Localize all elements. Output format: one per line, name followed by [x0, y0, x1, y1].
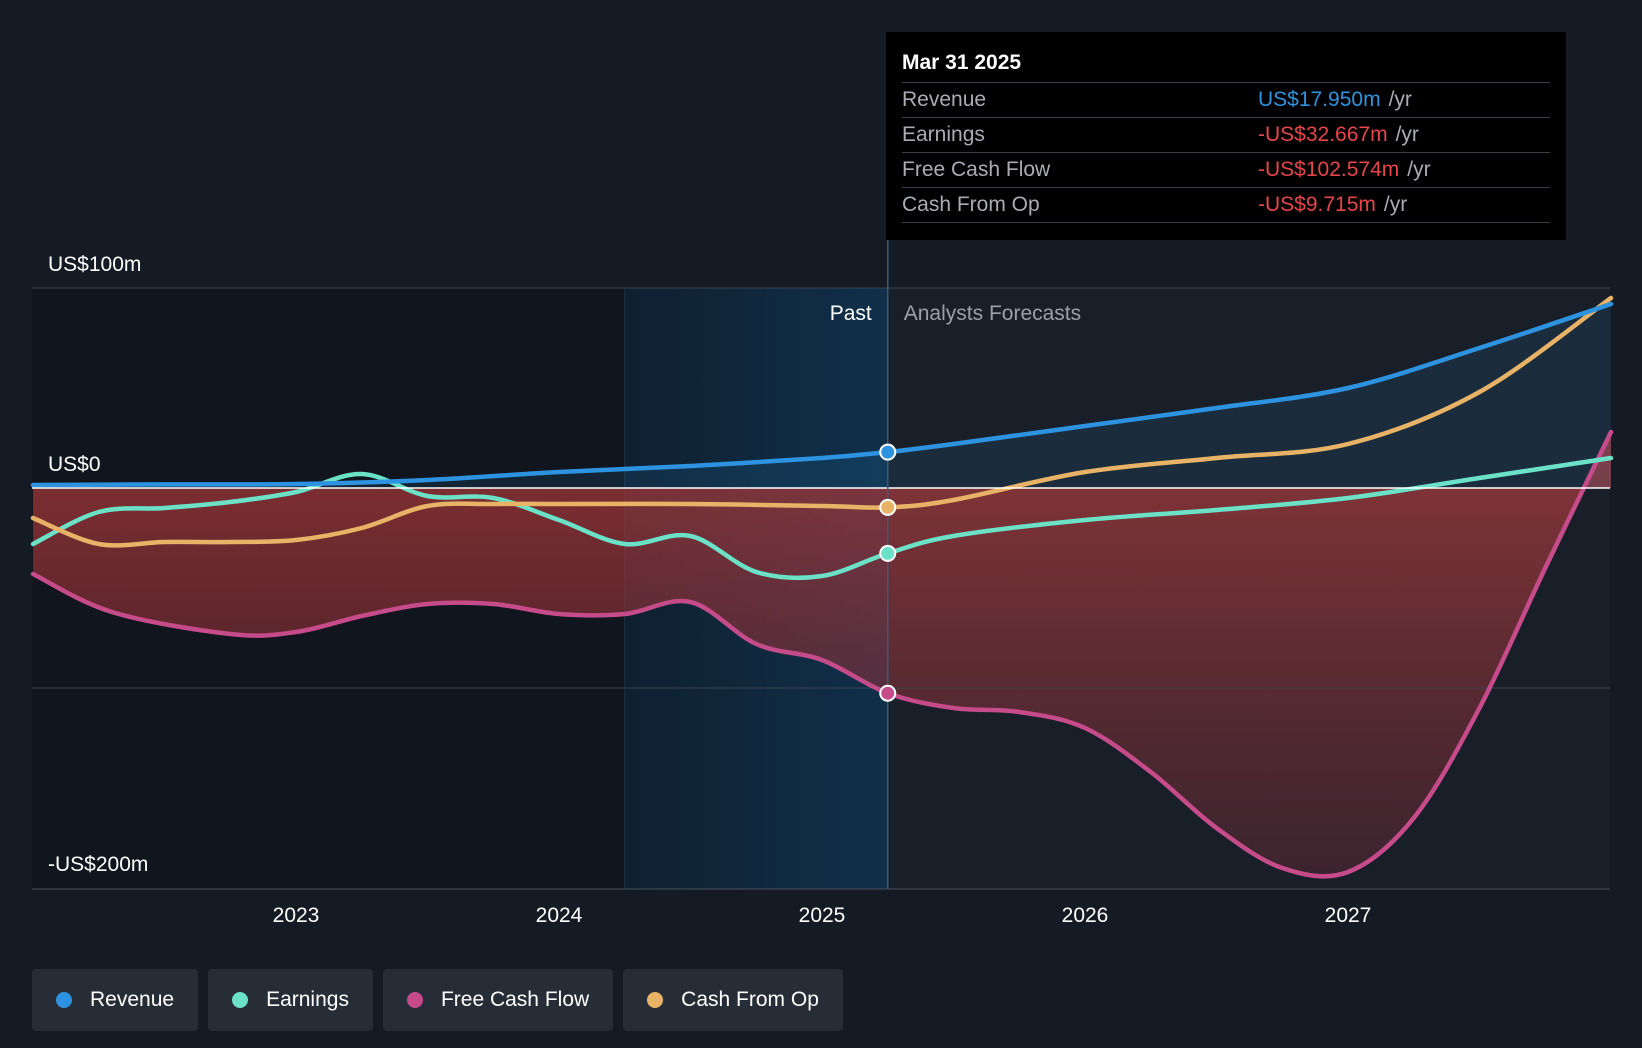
tooltip-value: -US$32.667m [1258, 123, 1388, 146]
legend: Revenue Earnings Free Cash Flow Cash Fro… [32, 969, 843, 1031]
tooltip-unit: /yr [1383, 193, 1408, 216]
tooltip: Mar 31 2025 Revenue US$17.950m /yr Earni… [886, 32, 1566, 240]
legend-item-earnings[interactable]: Earnings [208, 969, 373, 1031]
series-line-earnings [30, 455, 1614, 581]
tooltip-value: -US$102.574m [1258, 158, 1400, 181]
legend-label: Revenue [90, 988, 175, 1011]
tooltip-row-revenue: Revenue US$17.950m /yr [902, 82, 1550, 117]
tooltip-row-earnings: Earnings -US$32.667m /yr [902, 117, 1550, 152]
tooltip-value: US$17.950m [1258, 88, 1381, 111]
x-tick-label: 2024 [536, 904, 583, 927]
tooltip-label: Revenue [902, 88, 987, 111]
data-point-revenue [879, 443, 897, 461]
legend-dot-icon [56, 992, 72, 1008]
tooltip-value: -US$9.715m [1258, 193, 1376, 216]
data-point-free-cash-flow [879, 684, 897, 702]
series-line-cash-from-op [30, 295, 1614, 548]
legend-item-cash-from-op[interactable]: Cash From Op [623, 969, 843, 1031]
legend-item-free-cash-flow[interactable]: Free Cash Flow [382, 969, 614, 1031]
tooltip-row-free-cash-flow: Free Cash Flow -US$102.574m /yr [902, 152, 1550, 187]
tooltip-date: Mar 31 2025 [902, 51, 1022, 74]
data-point-earnings [879, 544, 897, 562]
forecast-label: Analysts Forecasts [904, 302, 1081, 325]
past-label: Past [830, 302, 872, 325]
revenue-area [33, 304, 1611, 488]
tooltip-label: Cash From Op [902, 193, 1040, 216]
tooltip-label: Free Cash Flow [902, 158, 1051, 181]
x-tick-label: 2025 [799, 904, 846, 927]
series-line-revenue [30, 301, 1614, 488]
data-point-cash-from-op [879, 498, 897, 516]
x-tick-label: 2026 [1062, 904, 1109, 927]
tooltip-row-cash-from-op: Cash From Op -US$9.715m /yr [902, 187, 1550, 223]
tooltip-label: Earnings [902, 123, 985, 146]
x-tick-label: 2023 [273, 904, 320, 927]
x-tick-label: 2027 [1325, 904, 1372, 927]
tooltip-unit: /yr [1395, 123, 1419, 146]
legend-dot-icon [647, 992, 664, 1008]
legend-label: Earnings [266, 988, 349, 1011]
legend-dot-icon [406, 992, 423, 1008]
y-tick-label: -US$200m [48, 853, 148, 876]
tooltip-unit: /yr [1407, 158, 1431, 181]
legend-dot-icon [232, 992, 249, 1008]
tooltip-unit: /yr [1388, 88, 1412, 111]
y-tick-label: US$0 [48, 453, 101, 476]
free-cash-flow-area [33, 432, 1611, 877]
legend-label: Cash From Op [681, 988, 819, 1011]
y-tick-label: US$100m [48, 253, 141, 276]
legend-item-revenue[interactable]: Revenue [32, 969, 199, 1031]
legend-label: Free Cash Flow [440, 988, 590, 1011]
